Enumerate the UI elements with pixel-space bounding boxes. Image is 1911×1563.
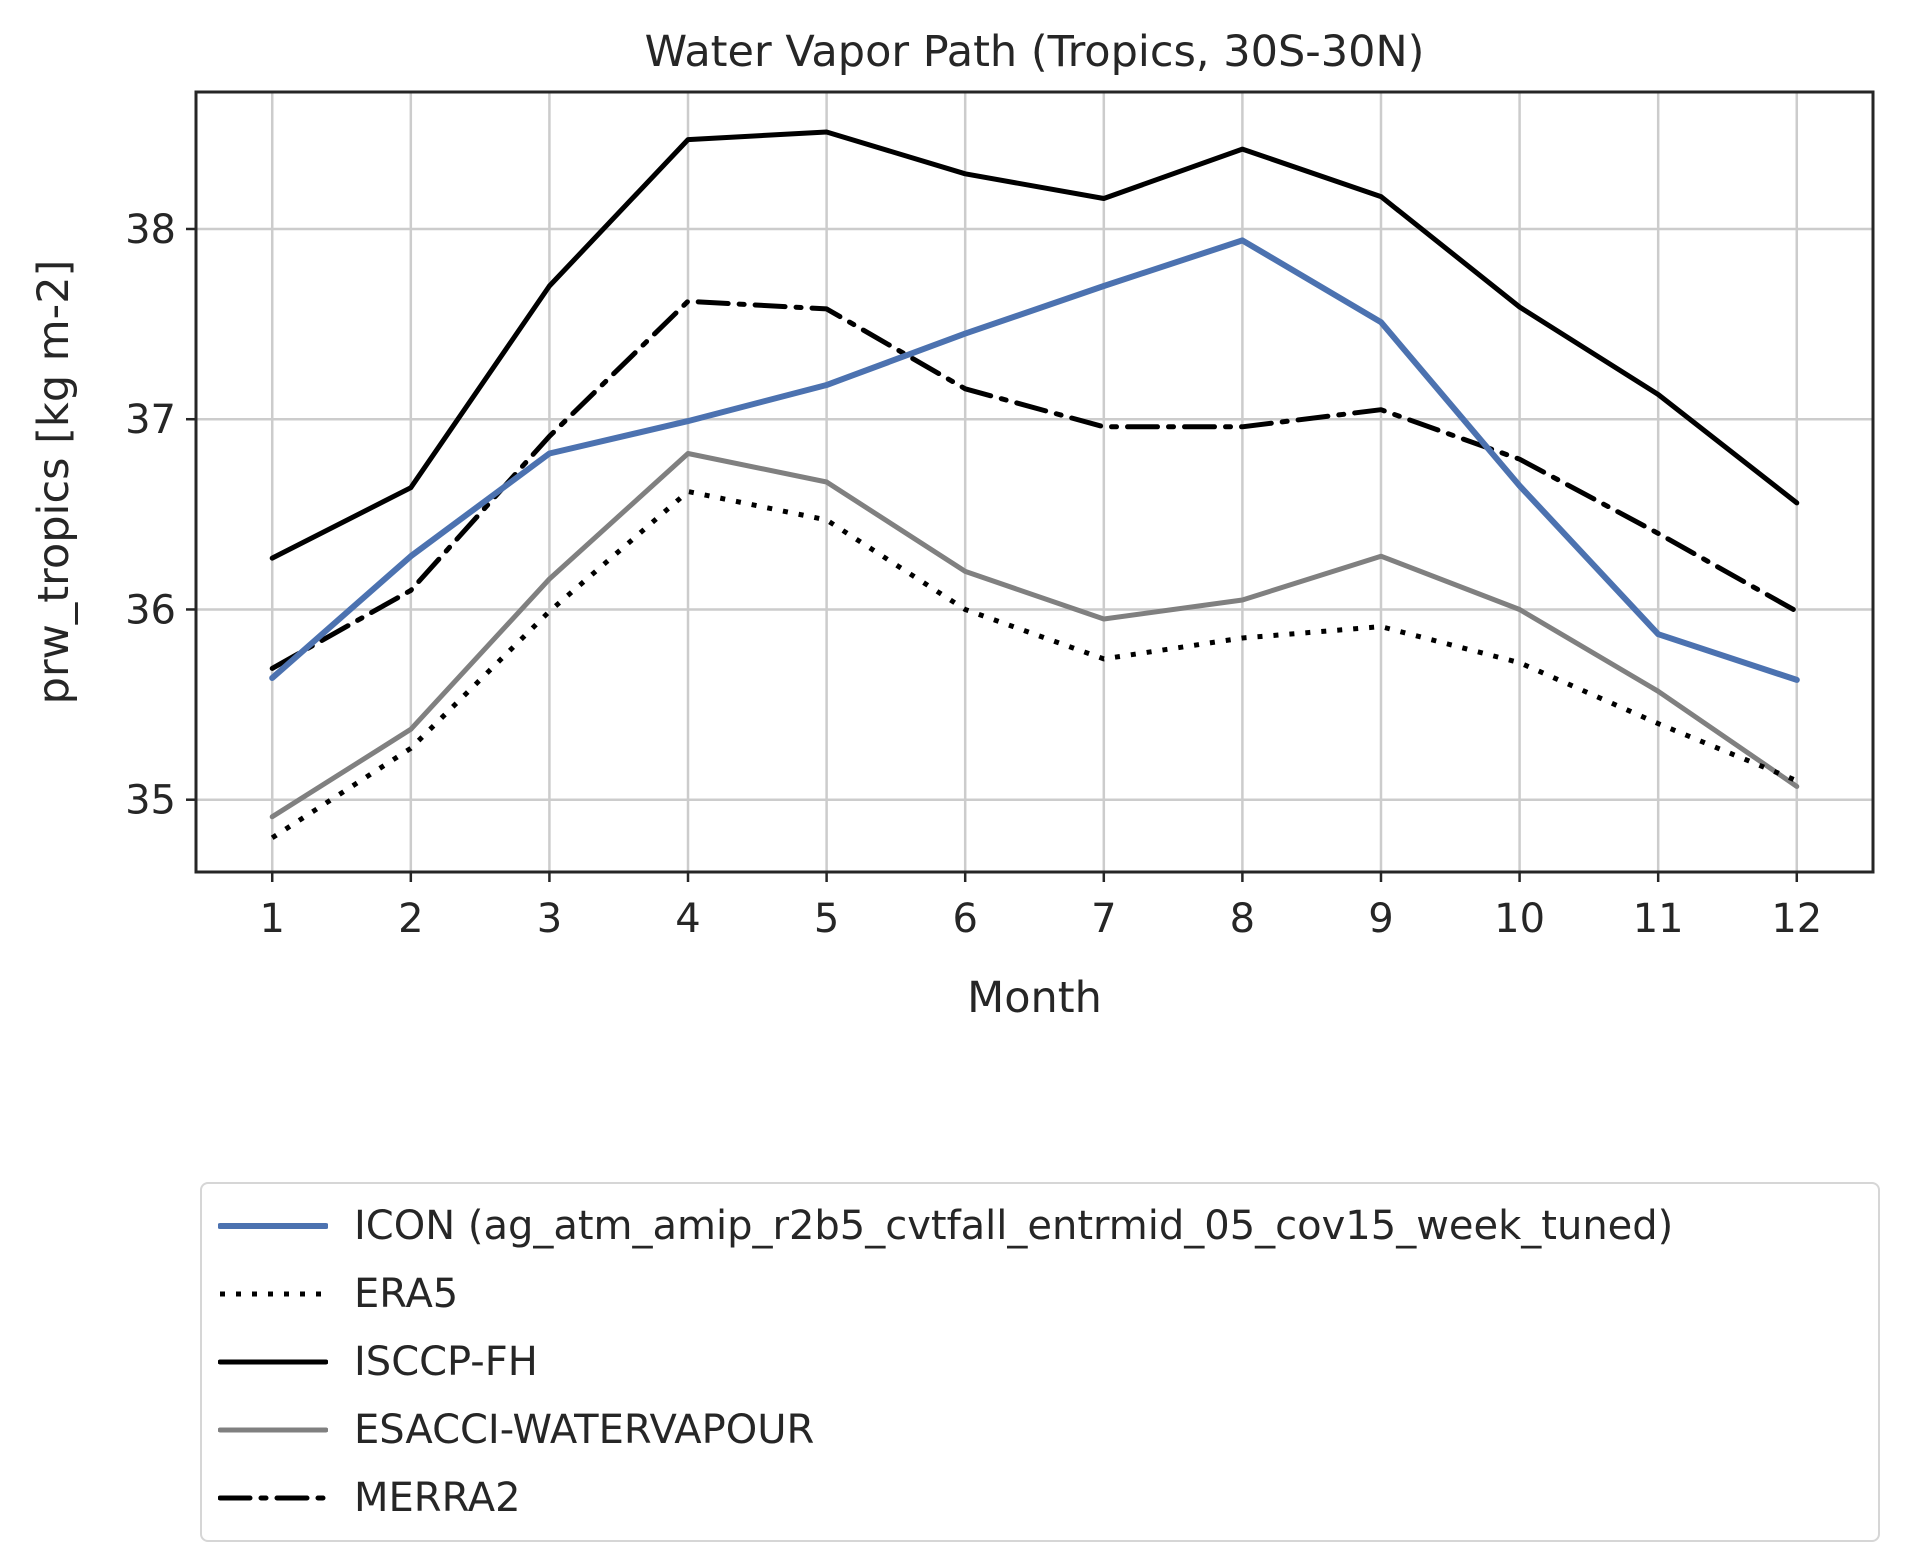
legend-label: ERA5: [354, 1271, 459, 1317]
legend-item: ESACCI-WATERVAPOUR: [218, 1400, 814, 1460]
series-line-esacci-watervapour: [269, 451, 1800, 820]
legend-label: ESACCI-WATERVAPOUR: [354, 1407, 815, 1453]
x-tick-label: 7: [1091, 896, 1116, 942]
legend-item: ISCCP-FH: [218, 1332, 538, 1392]
x-tick-label: 8: [1230, 896, 1255, 942]
legend-swatch: [218, 1359, 328, 1365]
legend-item: MERRA2: [218, 1468, 521, 1528]
x-tick-label: 9: [1368, 896, 1393, 942]
plot-frame: [194, 90, 1875, 874]
series-line-isccp-fh: [269, 129, 1800, 561]
x-tick-label: 12: [1771, 896, 1822, 942]
x-tick-label: 5: [814, 896, 839, 942]
y-tick-label: 36: [125, 587, 176, 633]
legend-swatch: [218, 1495, 328, 1501]
legend-swatch: [218, 1223, 328, 1229]
y-axis-label: prw_tropics [kg m-2]: [29, 260, 79, 705]
x-tick-label: 2: [398, 896, 423, 942]
legend-label: ISCCP-FH: [354, 1339, 538, 1385]
legend-label: ICON (ag_atm_amip_r2b5_cvtfall_entrmid_0…: [354, 1203, 1674, 1249]
legend-item: ERA5: [218, 1264, 458, 1324]
grid: [196, 92, 1873, 872]
series-line-icon: [269, 237, 1800, 683]
y-tick-label: 35: [125, 778, 176, 824]
series-line-era5: [270, 489, 1798, 840]
series-lines: [269, 129, 1800, 840]
x-tick-label: 10: [1494, 896, 1545, 942]
legend-item: ICON (ag_atm_amip_r2b5_cvtfall_entrmid_0…: [218, 1196, 1673, 1256]
chart-title: Water Vapor Path (Tropics, 30S-30N): [645, 27, 1425, 77]
x-axis-label: Month: [967, 973, 1102, 1023]
legend-label: MERRA2: [354, 1475, 521, 1521]
x-tick-label: 6: [952, 896, 977, 942]
x-tick-label: 3: [537, 896, 562, 942]
legend-swatch: [218, 1427, 328, 1433]
x-tick-label: 11: [1633, 896, 1684, 942]
series-line-merra2: [269, 298, 1800, 671]
legend: ICON (ag_atm_amip_r2b5_cvtfall_entrmid_0…: [200, 1182, 1880, 1542]
x-tick-label: 1: [260, 896, 285, 942]
y-tick-label: 38: [125, 207, 176, 253]
legend-swatch: [220, 1291, 326, 1297]
y-tick-label: 37: [125, 397, 176, 443]
x-tick-label: 4: [675, 896, 700, 942]
